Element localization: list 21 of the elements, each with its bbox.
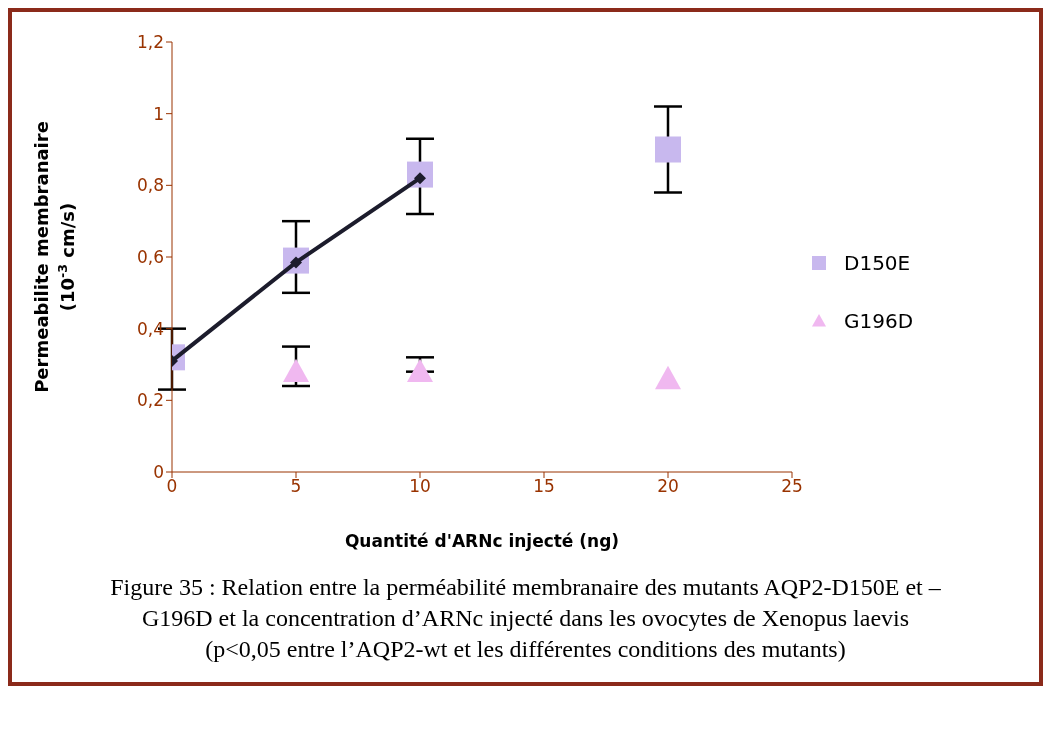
x-tick-label: 20 bbox=[657, 476, 679, 497]
point bbox=[283, 358, 309, 383]
x-axis-title: Quantité d'ARNc injecté (ng) bbox=[344, 531, 620, 551]
y-tick-label: 0,4 bbox=[136, 318, 164, 339]
y-tick-label: 1 bbox=[153, 103, 164, 124]
y-tick-label: 0,6 bbox=[136, 247, 164, 268]
point bbox=[655, 365, 681, 390]
point bbox=[407, 358, 433, 383]
caption: Figure 35 : Relation entre la perméabilité membranaire des mutants AQP2-D150E et –G196D et la concentration d’ARNc injecté dans les ovocytes de Xenopus laevis (p<0,05 entre l’AQP2-wt et les différentes conditions des mutants) bbox=[109, 573, 942, 665]
y-tick-label: 1,2 bbox=[136, 32, 164, 53]
x-tick-label: 25 bbox=[781, 476, 803, 497]
y-tick-label: 0,2 bbox=[136, 390, 164, 411]
y-tick-label: 0,8 bbox=[136, 175, 164, 196]
x-tick-label: 15 bbox=[533, 476, 555, 497]
point bbox=[655, 136, 681, 163]
legend-label: D150E bbox=[844, 251, 911, 275]
legend-label: G196D bbox=[844, 309, 914, 333]
x-tick-label: 0 bbox=[166, 476, 178, 497]
x-tick-label: 10 bbox=[409, 476, 431, 497]
y-tick-label: 0 bbox=[153, 462, 164, 483]
x-tick-label: 5 bbox=[290, 476, 302, 497]
